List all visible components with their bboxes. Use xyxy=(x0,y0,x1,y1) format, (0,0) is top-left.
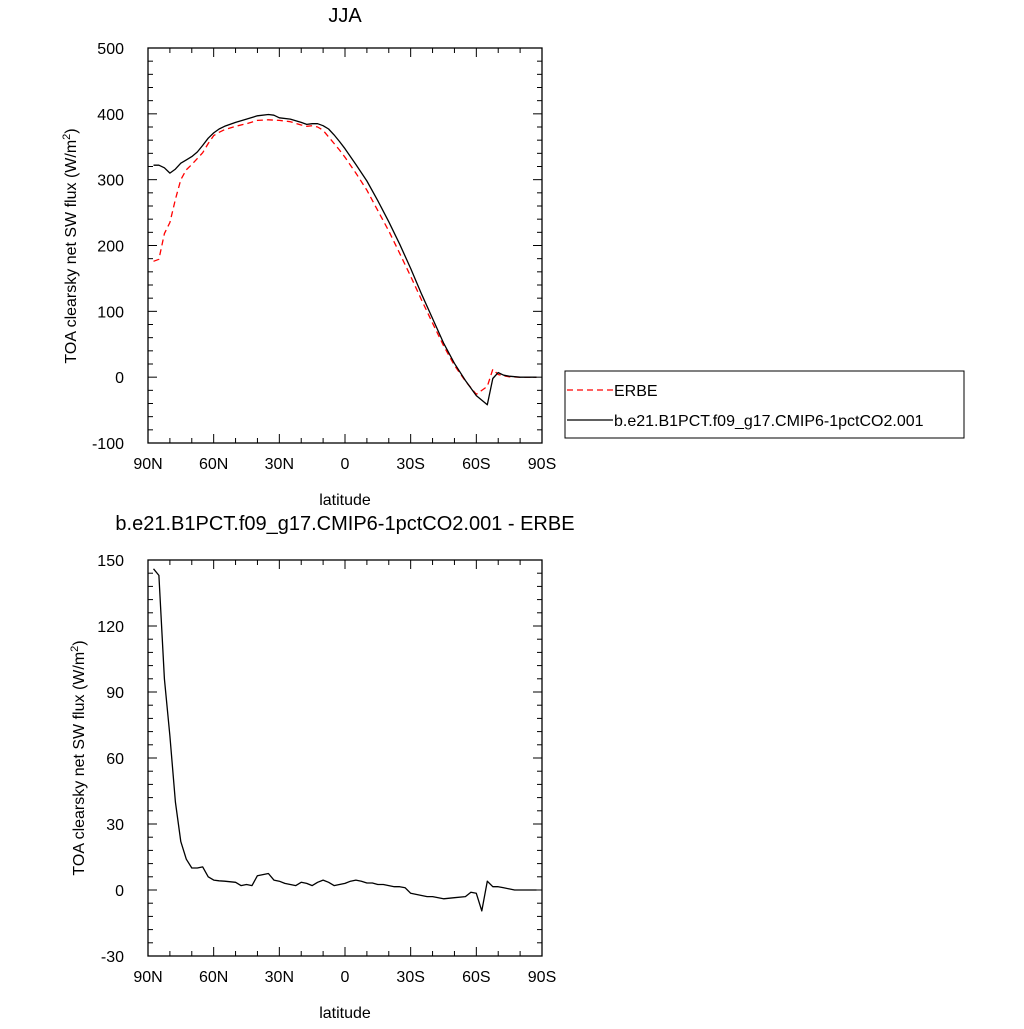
bottom-panel: b.e21.B1PCT.f09_g17.CMIP6-1pctCO2.001 - … xyxy=(69,513,575,1022)
top-plot-frame xyxy=(147,47,543,444)
top-series-group xyxy=(153,113,537,406)
top-y-tick-label: 100 xyxy=(97,304,124,321)
bottom-x-tick-label: 60N xyxy=(199,969,228,986)
top-x-tick-label: 90N xyxy=(133,456,162,473)
bottom-x-tick-label: 30S xyxy=(396,969,424,986)
top-y-axis-label-close: ) xyxy=(63,128,80,133)
top-y-axis-label-sup: 2 xyxy=(61,134,73,140)
top-panel: JJA 90N 60N 30N 0 30S 60S 90S -100 0 100 200 300 400… xyxy=(61,5,965,509)
top-y-tick-label: 200 xyxy=(97,239,124,256)
top-series-line-1 xyxy=(153,113,537,406)
top-y-tick-label: 300 xyxy=(97,173,124,190)
top-x-tick-label: 30N xyxy=(265,456,294,473)
legend-erbe-label: ERBE xyxy=(614,383,658,400)
bottom-x-tick-label: 90N xyxy=(133,969,162,986)
top-y-tick-label: 400 xyxy=(97,107,124,124)
legend-box xyxy=(564,370,965,439)
bottom-y-axis-label-text: TOA clearsky net SW flux (W/m xyxy=(71,652,88,876)
legend-model-label: b.e21.B1PCT.f09_g17.CMIP6-1pctCO2.001 xyxy=(614,413,924,430)
bottom-axis-ticks: 90N 60N 30N 0 30S 60S 90S -30 0 30 60 90 120 150 xyxy=(97,553,556,986)
top-x-tick-label: 60S xyxy=(462,456,490,473)
legend: ERBE b.e21.B1PCT.f09_g17.CMIP6-1pctCO2.0… xyxy=(564,370,965,439)
bottom-y-tick-label: -30 xyxy=(101,949,124,966)
bottom-x-tick-label: 90S xyxy=(528,969,556,986)
bottom-x-tick-label: 0 xyxy=(341,969,350,986)
top-y-axis-label-text: TOA clearsky net SW flux (W/m xyxy=(63,140,80,364)
bottom-x-tick-label: 60S xyxy=(462,969,490,986)
top-series-line-0 xyxy=(153,119,537,395)
top-x-tick-label: 90S xyxy=(528,456,556,473)
bottom-x-tick-label: 30N xyxy=(265,969,294,986)
top-x-tick-label: 30S xyxy=(396,456,424,473)
bottom-y-tick-label: 150 xyxy=(97,553,124,570)
top-x-tick-label: 0 xyxy=(341,456,350,473)
top-x-axis-label: latitude xyxy=(319,492,371,509)
bottom-y-tick-label: 30 xyxy=(106,817,124,834)
top-y-tick-label: 500 xyxy=(97,41,124,58)
bottom-y-tick-label: 60 xyxy=(106,751,124,768)
bottom-plot-frame xyxy=(147,559,543,957)
bottom-y-tick-label: 90 xyxy=(106,685,124,702)
bottom-y-tick-label: 120 xyxy=(97,619,124,636)
bottom-x-axis-label: latitude xyxy=(319,1005,371,1022)
bottom-y-axis-label-sup: 2 xyxy=(69,646,81,652)
bottom-y-axis-label: TOA clearsky net SW flux (W/m2) xyxy=(69,640,88,875)
bottom-chart-title: b.e21.B1PCT.f09_g17.CMIP6-1pctCO2.001 - … xyxy=(115,513,574,535)
top-chart-title: JJA xyxy=(328,5,362,27)
bottom-y-tick-label: 0 xyxy=(115,883,124,900)
top-x-tick-label: 60N xyxy=(199,456,228,473)
bottom-y-axis-label-close: ) xyxy=(71,640,88,645)
top-y-tick-label: 0 xyxy=(115,370,124,387)
bottom-series-group xyxy=(152,568,537,912)
top-y-tick-label: -100 xyxy=(92,436,124,453)
bottom-series-line-0 xyxy=(152,568,537,912)
top-y-axis-label: TOA clearsky net SW flux (W/m2) xyxy=(61,128,80,363)
top-axis-ticks: 90N 60N 30N 0 30S 60S 90S -100 0 100 200 300 400 500 xyxy=(92,41,556,473)
